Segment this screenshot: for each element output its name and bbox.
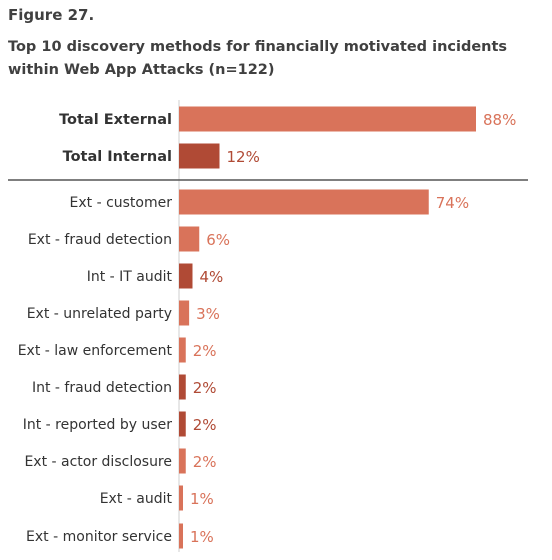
value-label-ext-actor-disclosure: 2% [193, 453, 217, 471]
bar-int-it-audit [179, 263, 193, 289]
category-label-ext-monitor-service: Ext - monitor service [26, 529, 172, 545]
bar-ext-unrelated-party [179, 300, 190, 326]
bar-ext-customer [179, 189, 429, 215]
bar-int-reported-by-user [179, 411, 186, 437]
bar-ext-law-enforcement [179, 337, 186, 363]
value-label-int-fraud-detection: 2% [193, 379, 217, 397]
bar-int-fraud-detection [179, 374, 186, 400]
figure-label: Figure 27. [8, 6, 95, 24]
bar-total-internal [179, 143, 220, 169]
category-label-int-it-audit: Int - IT audit [87, 269, 173, 285]
value-label-int-reported-by-user: 2% [193, 416, 217, 434]
value-label-total-external: 88% [483, 111, 516, 129]
category-label-int-fraud-detection: Int - fraud detection [32, 380, 172, 396]
category-label-ext-unrelated-party: Ext - unrelated party [27, 306, 172, 322]
bar-ext-fraud-detection [179, 226, 200, 252]
category-label-int-reported-by-user: Int - reported by user [23, 417, 173, 433]
value-label-ext-fraud-detection: 6% [206, 231, 230, 249]
bar-ext-monitor-service [179, 523, 183, 549]
category-label-ext-customer: Ext - customer [70, 195, 173, 211]
category-label-ext-law-enforcement: Ext - law enforcement [18, 343, 173, 359]
category-label-total-internal: Total Internal [63, 149, 172, 165]
category-label-total-external: Total External [59, 112, 172, 128]
value-label-ext-customer: 74% [436, 194, 469, 212]
bar-total-external [179, 106, 476, 132]
category-label-ext-fraud-detection: Ext - fraud detection [28, 232, 172, 248]
value-label-total-internal: 12% [227, 148, 260, 166]
category-label-ext-actor-disclosure: Ext - actor disclosure [24, 454, 172, 470]
bar-ext-audit [179, 485, 183, 511]
value-label-ext-law-enforcement: 2% [193, 342, 217, 360]
value-label-ext-unrelated-party: 3% [196, 305, 220, 323]
value-label-ext-audit: 1% [190, 490, 214, 508]
bar-ext-actor-disclosure [179, 448, 186, 474]
value-label-int-it-audit: 4% [200, 268, 224, 286]
category-label-ext-audit: Ext - audit [100, 491, 173, 507]
value-label-ext-monitor-service: 1% [190, 528, 214, 546]
chart-title: Top 10 discovery methods for financially… [8, 39, 508, 78]
